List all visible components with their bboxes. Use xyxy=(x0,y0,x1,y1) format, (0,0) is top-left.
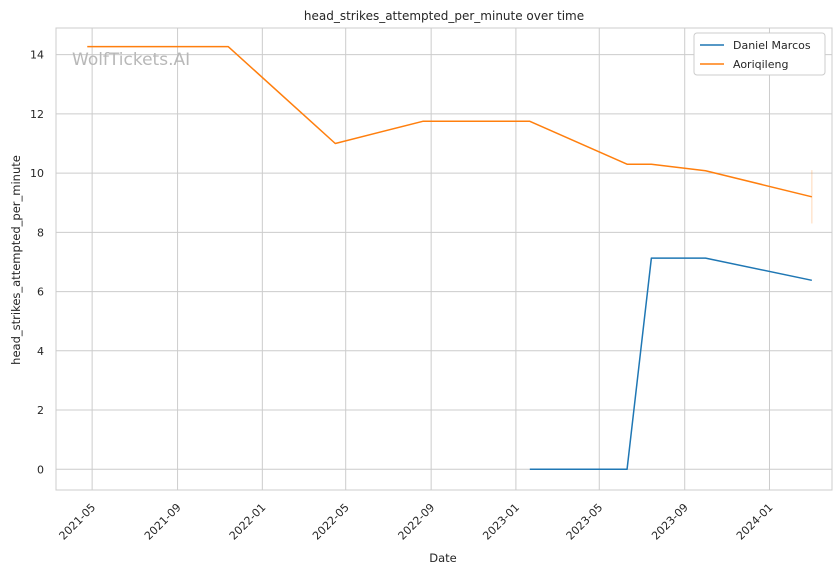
x-tick-label: 2022-01 xyxy=(227,501,269,543)
watermark: WolfTickets.AI xyxy=(72,50,190,70)
series-line-daniel-marcos xyxy=(529,257,813,471)
y-tick-label: 6 xyxy=(37,286,44,299)
x-axis-label: Date xyxy=(429,551,457,565)
chart-title: head_strikes_attempted_per_minute over t… xyxy=(304,9,584,23)
x-tick-label: 2021-05 xyxy=(57,501,99,543)
legend: Daniel Marcos Aoriqileng xyxy=(693,32,826,76)
y-tick-label: 12 xyxy=(30,108,44,121)
x-tick-label: 2023-05 xyxy=(564,501,606,543)
y-tick-label: 14 xyxy=(30,49,44,62)
x-tick-label: 2022-05 xyxy=(310,501,352,543)
x-tick-label: 2021-09 xyxy=(142,501,184,543)
legend-label-aoriqileng: Aoriqileng xyxy=(733,58,788,71)
y-axis-label: head_strikes_attempted_per_minute xyxy=(9,155,23,365)
x-tick-label: 2022-09 xyxy=(396,501,438,543)
x-tick-label: 2024-01 xyxy=(734,501,776,543)
x-tick-label: 2023-09 xyxy=(649,501,691,543)
x-tick-labels: 2021-05 2021-09 2022-01 2022-05 2022-09 2023-… xyxy=(57,501,776,543)
x-tick-label: 2023-01 xyxy=(480,501,522,543)
y-tick-label: 0 xyxy=(37,463,44,476)
y-tick-label: 10 xyxy=(30,167,44,180)
plot-border xyxy=(55,27,833,491)
y-tick-labels: 0 2 4 6 8 10 12 14 xyxy=(30,49,44,477)
y-tick-label: 8 xyxy=(37,226,44,239)
legend-box xyxy=(693,32,826,76)
y-tick-label: 2 xyxy=(37,404,44,417)
series-lines xyxy=(87,45,813,471)
legend-label-daniel-marcos: Daniel Marcos xyxy=(733,39,811,52)
plot-area xyxy=(56,28,832,490)
y-tick-label: 4 xyxy=(37,345,44,358)
series-line-aoriqileng xyxy=(87,45,813,198)
grid-lines xyxy=(56,28,832,490)
